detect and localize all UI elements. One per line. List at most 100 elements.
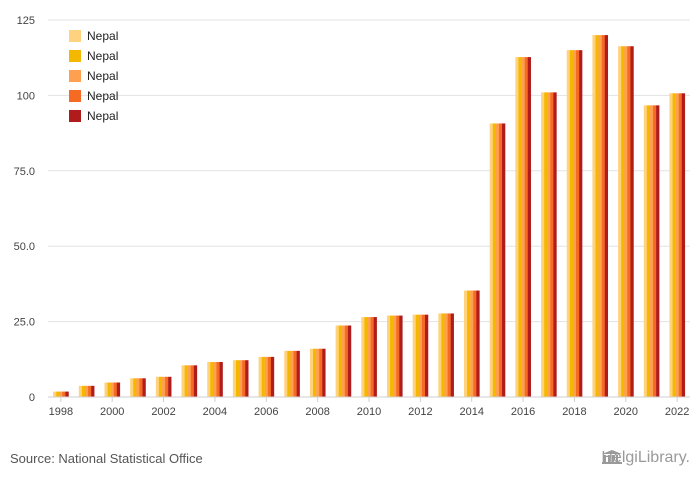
bar [371,317,374,397]
y-tick-label: 100 [17,90,35,102]
bar [220,362,223,397]
y-tick-label: 25.0 [14,317,35,329]
bar [422,315,425,397]
x-tick-label: 2006 [254,406,278,418]
bar [576,50,579,397]
bar [673,93,676,397]
x-tick-label: 2008 [305,406,329,418]
bar [216,362,219,397]
legend-swatch [69,90,81,102]
bar [367,317,370,397]
bar [117,383,120,397]
bar [82,386,85,397]
bar [245,360,248,397]
bar [599,35,602,397]
bar [168,377,171,397]
legend-label: Nepal [87,49,118,63]
x-tick-label: 2004 [203,406,227,418]
bar [647,105,650,397]
x-tick-label: 1998 [49,406,73,418]
bar [425,315,428,397]
bar [438,313,441,397]
bar [319,349,322,397]
bar-chart: 0 25.0 50.0 75.0 100 125 1998 2000 2002 2004 2006 2… [0,0,700,440]
bar [570,50,573,397]
bar [522,57,525,397]
bar [339,326,342,397]
bar [59,392,62,397]
bar [259,357,262,397]
bar [316,349,319,397]
y-tick-label: 75.0 [14,166,35,178]
y-tick-label: 0 [29,392,35,404]
bar [348,326,351,397]
bar [416,315,419,397]
bar [518,57,521,397]
x-tick-label: 2014 [459,406,483,418]
x-tick-label: 2020 [614,406,638,418]
bar [476,291,479,397]
bar [242,360,245,397]
bar [130,378,133,397]
bar [313,349,316,397]
library-building-icon [601,449,623,465]
bar [290,351,293,397]
bar [602,35,605,397]
x-tick-label: 2010 [357,406,381,418]
bar [91,386,94,397]
bar [553,92,556,397]
legend-label: Nepal [87,29,118,43]
bar [682,93,685,397]
bar [644,105,647,397]
bars [53,35,685,397]
bar [390,316,393,397]
x-tick-label: 2002 [151,406,175,418]
bar [467,291,470,397]
bar [627,46,630,397]
bar [236,360,239,397]
bar [194,365,197,397]
bar [579,50,582,397]
legend-swatch [69,30,81,42]
bar [592,35,595,397]
bar [207,362,210,397]
legend: Nepal Nepal Nepal Nepal Nepal [69,29,118,123]
bar [191,365,194,397]
bar [336,326,339,397]
bar [56,392,59,397]
bar [499,123,502,397]
bar [361,317,364,397]
bar [284,351,287,397]
bar [53,392,56,397]
bar [393,316,396,397]
bar [451,313,454,397]
bar [104,383,107,397]
x-tick-label: 2016 [511,406,535,418]
bar [156,377,159,397]
bar [496,123,499,397]
bar [185,365,188,397]
bar [413,315,416,397]
bar [345,326,348,397]
bar [108,383,111,397]
bar [111,383,114,397]
bar [493,123,496,397]
bar [342,326,345,397]
bar [239,360,242,397]
bar [143,378,146,397]
bar [605,35,608,397]
bar [271,357,274,397]
bar [364,317,367,397]
bar [268,357,271,397]
legend-swatch [69,70,81,82]
brand-logo[interactable]: HelgiLibrary. [601,449,690,467]
bar [139,378,142,397]
bar [595,35,598,397]
bar [133,378,136,397]
legend-swatch [69,110,81,122]
bar [448,313,451,397]
bar [473,291,476,397]
bar [287,351,290,397]
bar [322,349,325,397]
